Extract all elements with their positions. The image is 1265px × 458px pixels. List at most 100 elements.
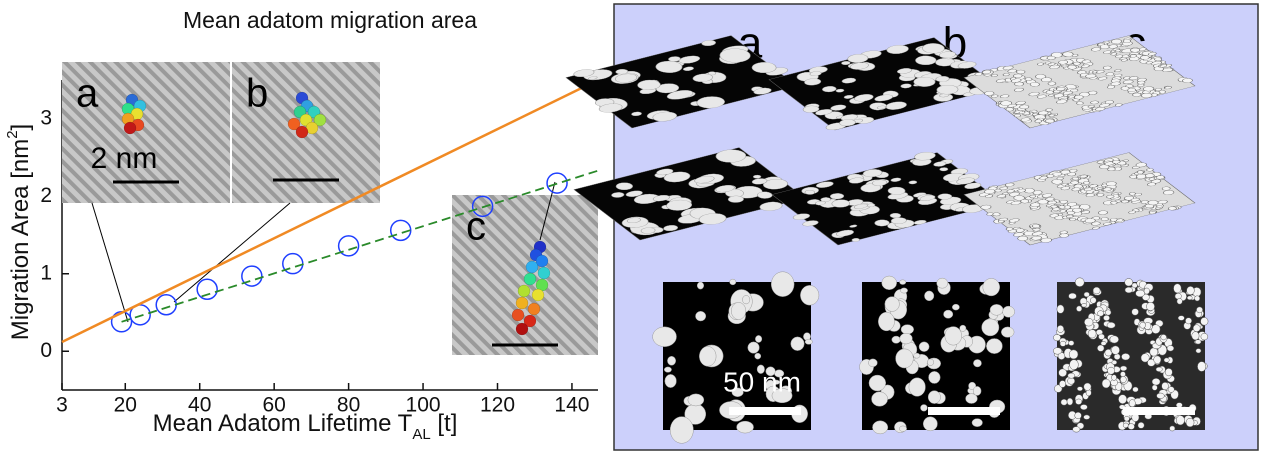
island [1192,332,1199,340]
pointer [92,203,128,322]
island [1068,341,1074,346]
island [1185,318,1191,324]
x-tick-label: 20 [114,394,137,417]
island [920,404,927,411]
island [1084,318,1093,326]
atom [516,323,528,335]
island [1196,349,1201,353]
island [1152,385,1157,390]
scale-label: 50 nm [723,366,801,397]
inset-scale-label: 2 nm [91,142,158,175]
island [664,367,671,372]
island [1165,368,1172,375]
island [1112,360,1117,364]
island [914,353,920,358]
island [869,375,886,391]
island [1193,325,1200,332]
island [1075,412,1082,419]
island [653,327,677,347]
island [1195,296,1200,301]
island [1097,311,1103,317]
island [697,282,704,289]
island [688,394,704,406]
island [900,280,906,285]
y-tick-label: 1 [40,261,52,284]
island [1141,354,1149,363]
island [1144,288,1150,294]
island [1133,387,1139,392]
island [1187,296,1192,300]
island [695,311,705,321]
island [885,297,900,312]
island [1125,278,1133,286]
island [800,285,819,305]
island [1150,348,1158,356]
island [1084,292,1090,297]
island [1077,387,1082,391]
island [924,291,933,301]
island [1069,350,1078,359]
island [900,333,913,344]
afm-topview [653,272,819,444]
island [1118,395,1126,404]
chart-title: Mean adatom migration area [183,7,477,33]
data-point [197,279,217,299]
island [982,319,999,336]
x-tick-label: 40 [188,394,211,417]
island [1129,400,1135,407]
island [1121,353,1129,360]
island [1067,398,1073,405]
island [1068,373,1075,378]
island [973,359,981,366]
y-label-main: Migration Area [nm [7,139,34,340]
island [1073,427,1080,433]
island [1103,315,1109,320]
atom [528,303,540,315]
island [1186,418,1194,427]
island [1156,367,1162,372]
x-tick-label: 120 [480,394,515,417]
island [966,394,978,404]
island [928,391,940,404]
island [1080,404,1087,409]
island [899,426,906,432]
atom [532,289,544,301]
island [983,278,1000,295]
island [1001,327,1014,337]
island [1178,316,1184,321]
island [1146,302,1154,310]
island [1068,378,1075,385]
island [945,327,962,346]
island [1168,387,1174,393]
island [927,359,933,366]
island [1125,287,1133,293]
inset-label: b [246,72,268,116]
island [882,276,897,290]
island [1120,376,1126,382]
atom [518,285,530,297]
x-tick-label: 60 [262,394,285,417]
inset: a2 nm [62,62,230,203]
island [755,335,762,342]
afm-topview [1053,278,1208,432]
atom [526,261,538,273]
y-tick-label: 2 [40,184,52,207]
island [1107,322,1115,328]
island [755,353,761,359]
island [1197,362,1205,372]
island [791,337,804,351]
island [1176,403,1182,408]
island [1177,298,1182,304]
island [742,295,749,304]
island [1069,293,1077,299]
island [1201,333,1208,340]
data-point [156,295,176,315]
y-label-end: ] [7,124,34,131]
island [1061,399,1067,405]
y-tick-label: 0 [40,339,52,362]
island [1138,422,1144,428]
island [944,310,953,318]
island [670,417,693,444]
island [1152,325,1161,334]
island [1105,310,1111,315]
